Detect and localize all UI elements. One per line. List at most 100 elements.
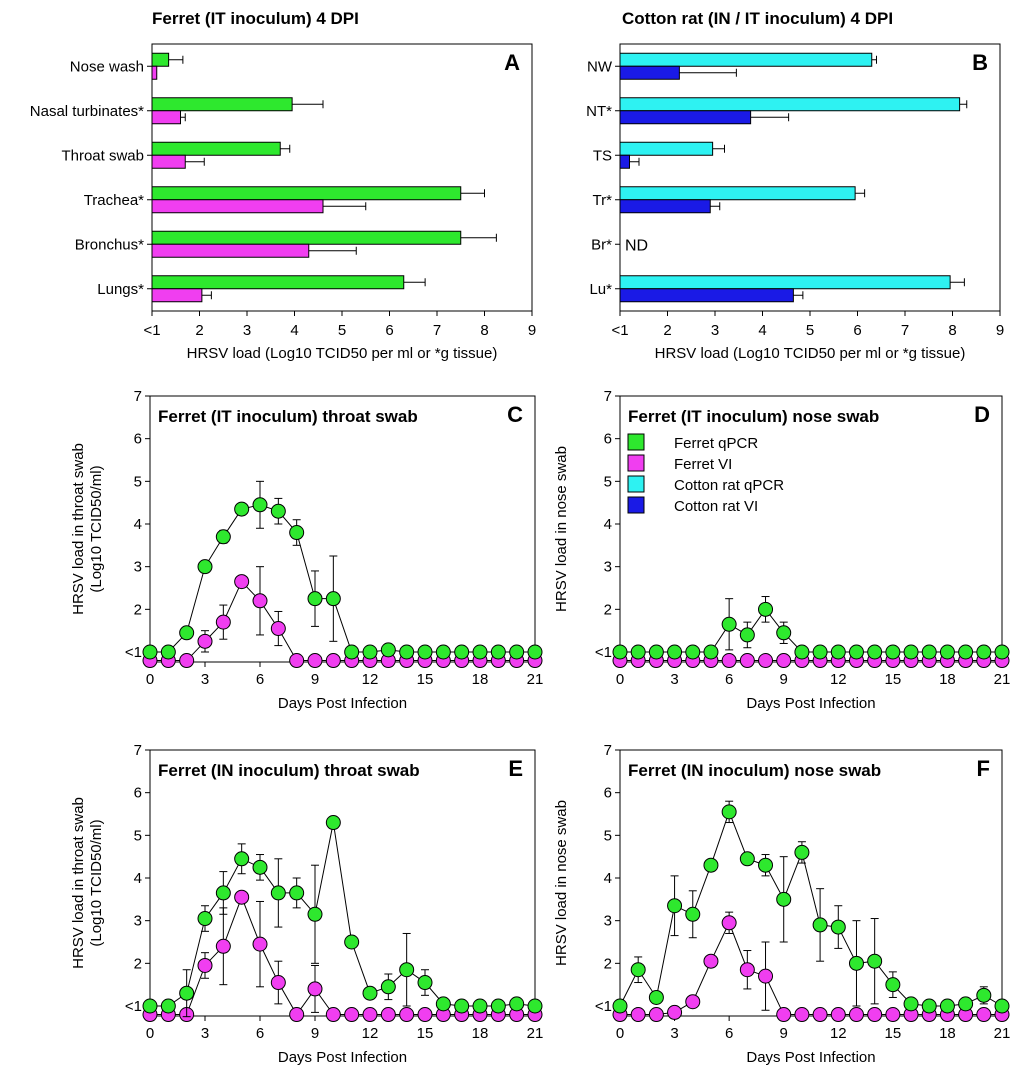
chart-title: Ferret (IT inoculum) nose swab — [628, 407, 879, 426]
bar — [151, 97, 293, 112]
x-tick-label: 3 — [670, 1025, 678, 1042]
data-point — [197, 633, 213, 649]
data-point — [812, 644, 828, 660]
data-point — [685, 994, 701, 1010]
data-point — [234, 501, 250, 517]
data-point — [252, 593, 268, 609]
x-tick-label: 15 — [885, 671, 902, 688]
annotation: ND — [625, 237, 648, 254]
series-line — [150, 822, 536, 1007]
x-tick-label: 5 — [806, 322, 814, 339]
data-point — [215, 529, 231, 545]
data-point — [454, 644, 470, 660]
category-label: Lu* — [589, 281, 612, 298]
data-point — [648, 644, 664, 660]
data-point — [252, 497, 268, 513]
data-point — [527, 998, 543, 1014]
data-point — [848, 644, 864, 660]
legend-swatch — [627, 454, 645, 472]
x-tick-label: 9 — [311, 1025, 319, 1042]
data-point — [976, 644, 992, 660]
data-point — [885, 644, 901, 660]
data-point — [921, 998, 937, 1014]
y-axis-label: HRSV load in throat swab — [70, 797, 87, 969]
y-tick-label: 6 — [134, 785, 142, 802]
chart-title: Ferret (IN inoculum) throat swab — [158, 761, 420, 780]
data-point — [289, 1007, 305, 1023]
y-tick-label: 5 — [134, 473, 142, 490]
category-label: Tr* — [593, 192, 613, 209]
y-tick-label: 6 — [604, 785, 612, 802]
data-point — [758, 601, 774, 617]
category-label: Lungs* — [97, 281, 144, 298]
panel-letter: C — [507, 402, 523, 427]
bar — [619, 110, 752, 125]
y-tick-label: 6 — [134, 431, 142, 448]
x-axis-label: Days Post Infection — [278, 695, 407, 712]
y-tick-label: 7 — [134, 388, 142, 405]
bar — [151, 65, 158, 80]
data-point — [362, 1007, 378, 1023]
x-tick-label: 12 — [830, 1025, 847, 1042]
x-tick-label: 9 — [780, 1025, 788, 1042]
legend-label: Cotton rat qPCR — [674, 477, 784, 494]
x-tick-label: 3 — [670, 671, 678, 688]
data-point — [270, 975, 286, 991]
x-tick-label: 12 — [362, 671, 379, 688]
x-axis-label: Days Post Infection — [278, 1049, 407, 1066]
data-point — [903, 644, 919, 660]
data-point — [885, 1007, 901, 1023]
y-tick-label: 7 — [134, 742, 142, 759]
data-point — [739, 962, 755, 978]
series-line — [150, 580, 535, 662]
panel-letter: F — [977, 756, 990, 781]
x-tick-label: 21 — [527, 1025, 544, 1042]
data-point — [976, 987, 992, 1003]
y-axis-label: HRSV load in nose swab — [553, 800, 570, 966]
x-axis-label: Days Post Infection — [746, 1049, 875, 1066]
data-point — [848, 955, 864, 971]
data-point — [160, 644, 176, 660]
data-point — [197, 911, 213, 927]
data-point — [758, 653, 774, 669]
x-tick-label: 9 — [996, 322, 1004, 339]
x-tick-label: 8 — [948, 322, 956, 339]
data-point — [667, 644, 683, 660]
plot-frame — [619, 749, 1003, 1017]
data-point — [721, 915, 737, 931]
y-tick-label: 6 — [604, 431, 612, 448]
data-point — [958, 996, 974, 1012]
data-point — [417, 1007, 433, 1023]
x-tick-label: 6 — [725, 1025, 733, 1042]
data-point — [630, 1007, 646, 1023]
data-point — [417, 975, 433, 991]
y-tick-label: 2 — [604, 601, 612, 618]
data-point — [630, 644, 646, 660]
data-point — [270, 503, 286, 519]
bar — [151, 275, 405, 290]
panel-b: B Cotton rat (IN / IT inoculum) 4 DPI <1 2 3… — [586, 9, 1004, 362]
data-point — [776, 891, 792, 907]
data-point — [812, 1007, 828, 1023]
x-tick-label: 6 — [256, 1025, 264, 1042]
x-tick-label: 3 — [201, 671, 209, 688]
y-tick-label: 3 — [604, 913, 612, 930]
data-point — [667, 1004, 683, 1020]
data-point — [399, 644, 415, 660]
data-point — [667, 898, 683, 914]
data-point — [399, 962, 415, 978]
data-point — [307, 653, 323, 669]
x-tick-label: 0 — [146, 671, 154, 688]
data-point — [648, 1007, 664, 1023]
series-line — [620, 608, 1002, 653]
data-point — [776, 653, 792, 669]
x-tick-label: 0 — [146, 1025, 154, 1042]
y-tick-label: <1 — [595, 644, 612, 661]
data-point — [939, 998, 955, 1014]
plot-frame — [619, 43, 1001, 312]
data-point — [234, 851, 250, 867]
data-point — [289, 653, 305, 669]
chart-title: Ferret (IT inoculum) throat swab — [158, 407, 418, 426]
data-point — [380, 642, 396, 658]
